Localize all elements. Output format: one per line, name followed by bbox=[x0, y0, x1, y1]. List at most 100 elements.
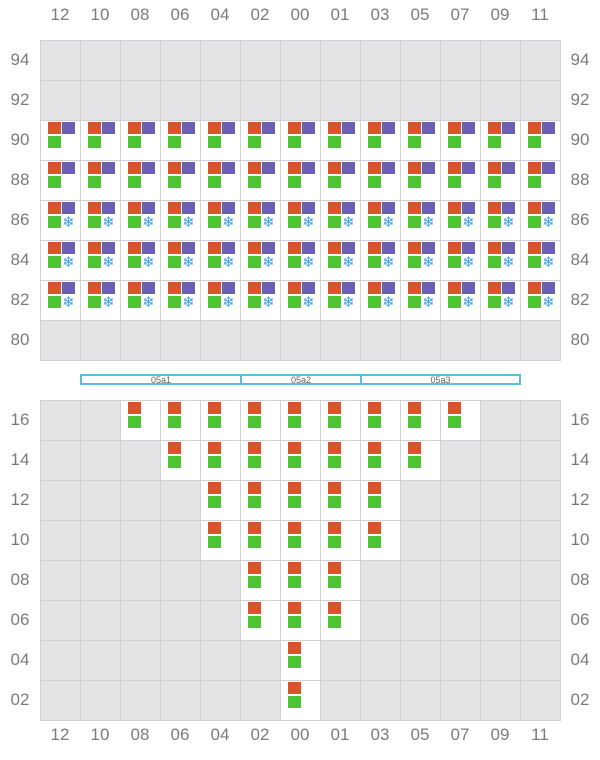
container-orange[interactable] bbox=[248, 242, 261, 254]
container-green[interactable] bbox=[448, 216, 461, 228]
container-green[interactable] bbox=[168, 256, 181, 268]
bay-slot-empty[interactable] bbox=[160, 640, 201, 681]
bay-slot-occupied[interactable] bbox=[520, 160, 561, 201]
container-orange[interactable] bbox=[128, 402, 141, 414]
container-orange[interactable] bbox=[208, 402, 221, 414]
container-orange[interactable] bbox=[328, 442, 341, 454]
container-orange[interactable] bbox=[448, 402, 461, 414]
bay-slot-occupied[interactable] bbox=[240, 400, 281, 441]
container-orange[interactable] bbox=[168, 442, 181, 454]
container-green[interactable] bbox=[88, 216, 101, 228]
bay-slot-occupied[interactable] bbox=[320, 400, 361, 441]
container-green[interactable] bbox=[528, 216, 541, 228]
container-green[interactable] bbox=[368, 176, 381, 188]
container-green[interactable] bbox=[48, 176, 61, 188]
container-purple[interactable] bbox=[502, 122, 515, 134]
bay-slot-occupied[interactable] bbox=[520, 120, 561, 161]
bay-slot-empty[interactable] bbox=[160, 40, 201, 81]
bay-slot-occupied[interactable] bbox=[440, 400, 481, 441]
bay-slot-empty[interactable] bbox=[200, 320, 241, 361]
container-orange[interactable] bbox=[248, 562, 261, 574]
container-orange[interactable] bbox=[128, 122, 141, 134]
container-green[interactable] bbox=[208, 416, 221, 428]
container-green[interactable] bbox=[288, 536, 301, 548]
container-orange[interactable] bbox=[488, 162, 501, 174]
container-orange[interactable] bbox=[248, 442, 261, 454]
container-green[interactable] bbox=[288, 696, 301, 708]
container-green[interactable] bbox=[48, 136, 61, 148]
bay-slot-occupied[interactable] bbox=[400, 120, 441, 161]
container-orange[interactable] bbox=[128, 202, 141, 214]
bay-slot-empty[interactable] bbox=[480, 320, 521, 361]
container-green[interactable] bbox=[408, 136, 421, 148]
container-green[interactable] bbox=[288, 176, 301, 188]
container-green[interactable] bbox=[168, 296, 181, 308]
bay-slot-empty[interactable] bbox=[320, 640, 361, 681]
container-orange[interactable] bbox=[168, 282, 181, 294]
container-orange[interactable] bbox=[448, 282, 461, 294]
container-purple[interactable] bbox=[142, 202, 155, 214]
container-purple[interactable] bbox=[462, 202, 475, 214]
container-purple[interactable] bbox=[422, 242, 435, 254]
bay-slot-occupied[interactable]: ❄ bbox=[40, 200, 81, 241]
bay-slot-occupied[interactable] bbox=[240, 160, 281, 201]
container-green[interactable] bbox=[328, 536, 341, 548]
container-green[interactable] bbox=[288, 496, 301, 508]
container-orange[interactable] bbox=[528, 242, 541, 254]
bay-slot-occupied[interactable]: ❄ bbox=[480, 200, 521, 241]
bay-slot-empty[interactable] bbox=[400, 600, 441, 641]
container-green[interactable] bbox=[48, 256, 61, 268]
container-green[interactable] bbox=[248, 576, 261, 588]
bay-slot-occupied[interactable] bbox=[280, 640, 321, 681]
container-orange[interactable] bbox=[248, 602, 261, 614]
bay-slot-empty[interactable] bbox=[400, 40, 441, 81]
bay-slot-occupied[interactable]: ❄ bbox=[40, 240, 81, 281]
container-orange[interactable] bbox=[408, 402, 421, 414]
bay-slot-empty[interactable] bbox=[40, 320, 81, 361]
bay-slot-occupied[interactable] bbox=[240, 120, 281, 161]
bay-slot-occupied[interactable] bbox=[200, 400, 241, 441]
bay-slot-empty[interactable] bbox=[120, 80, 161, 121]
container-green[interactable] bbox=[288, 216, 301, 228]
container-purple[interactable] bbox=[102, 162, 115, 174]
bay-slot-empty[interactable] bbox=[160, 480, 201, 521]
container-green[interactable] bbox=[168, 176, 181, 188]
bay-slot-empty[interactable] bbox=[520, 400, 561, 441]
container-green[interactable] bbox=[368, 416, 381, 428]
container-orange[interactable] bbox=[208, 162, 221, 174]
container-orange[interactable] bbox=[488, 242, 501, 254]
bay-slot-occupied[interactable]: ❄ bbox=[160, 280, 201, 321]
container-orange[interactable] bbox=[48, 282, 61, 294]
bay-slot-occupied[interactable]: ❄ bbox=[280, 280, 321, 321]
container-green[interactable] bbox=[488, 216, 501, 228]
container-green[interactable] bbox=[248, 216, 261, 228]
container-green[interactable] bbox=[248, 616, 261, 628]
container-purple[interactable] bbox=[182, 162, 195, 174]
bay-slot-occupied[interactable]: ❄ bbox=[320, 280, 361, 321]
container-purple[interactable] bbox=[102, 242, 115, 254]
bay-slot-occupied[interactable] bbox=[280, 520, 321, 561]
bay-slot-occupied[interactable] bbox=[40, 160, 81, 201]
container-purple[interactable] bbox=[382, 162, 395, 174]
container-green[interactable] bbox=[88, 296, 101, 308]
bay-slot-empty[interactable] bbox=[440, 600, 481, 641]
bay-slot-empty[interactable] bbox=[400, 480, 441, 521]
container-orange[interactable] bbox=[248, 522, 261, 534]
bay-slot-occupied[interactable] bbox=[320, 120, 361, 161]
container-orange[interactable] bbox=[408, 162, 421, 174]
container-green[interactable] bbox=[168, 416, 181, 428]
container-orange[interactable] bbox=[368, 482, 381, 494]
bay-slot-empty[interactable] bbox=[440, 560, 481, 601]
bay-slot-empty[interactable] bbox=[200, 640, 241, 681]
bay-slot-empty[interactable] bbox=[440, 440, 481, 481]
container-orange[interactable] bbox=[88, 202, 101, 214]
container-green[interactable] bbox=[328, 256, 341, 268]
bay-slot-occupied[interactable]: ❄ bbox=[360, 280, 401, 321]
container-purple[interactable] bbox=[342, 242, 355, 254]
container-orange[interactable] bbox=[288, 122, 301, 134]
hatch-cover[interactable]: 05a1 bbox=[80, 374, 242, 385]
container-green[interactable] bbox=[208, 176, 221, 188]
bay-slot-occupied[interactable] bbox=[360, 480, 401, 521]
bay-slot-empty[interactable] bbox=[120, 640, 161, 681]
container-purple[interactable] bbox=[422, 202, 435, 214]
